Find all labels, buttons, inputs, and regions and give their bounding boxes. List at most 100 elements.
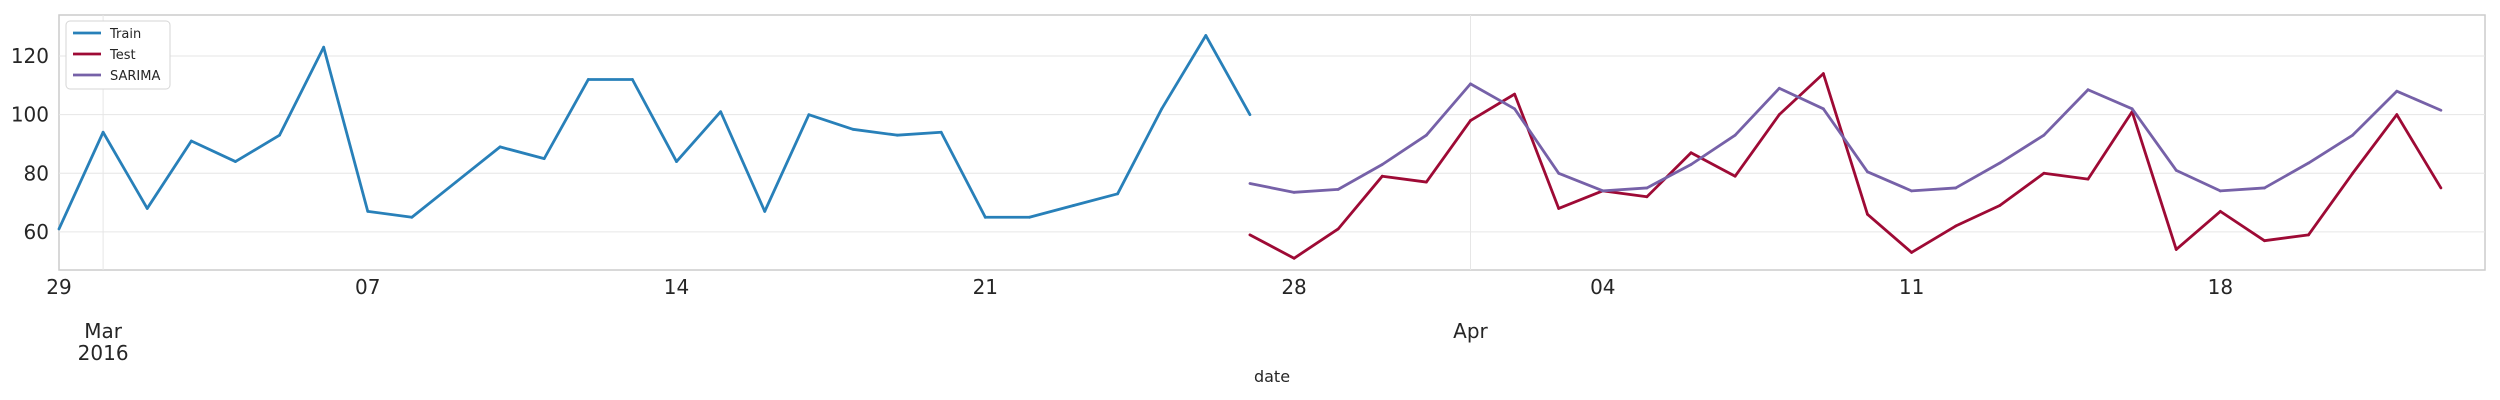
- series-0-segment-26: [1204, 34, 1252, 117]
- x-axis-label: date: [1254, 367, 1290, 386]
- x-tick-label-6: 11: [1899, 275, 1924, 299]
- legend-label-2: SARIMA: [110, 69, 160, 84]
- series-2-segment-8: [1601, 186, 1649, 193]
- series-1-segment-26: [2395, 113, 2443, 190]
- y-tick-label-1: 80: [24, 161, 49, 185]
- series-1-segment-4: [1424, 119, 1472, 184]
- series-2-segment-4: [1424, 82, 1472, 137]
- series-2-segment-16: [1954, 161, 2002, 190]
- series-1-segment-3: [1380, 174, 1428, 184]
- series-0-segment-10: [498, 145, 546, 161]
- x-tick-label-1: 07: [355, 275, 380, 299]
- series-1-segment-20: [2130, 110, 2178, 251]
- series-0-segment-17: [807, 113, 855, 131]
- series-1-segment-24: [2307, 171, 2355, 237]
- series-0-segment-15: [719, 110, 767, 213]
- series-0-segment-23: [1072, 192, 1120, 207]
- series-1-segment-22: [2218, 209, 2266, 243]
- series-0-segment-2: [145, 139, 193, 210]
- series-1-segment-7: [1557, 189, 1605, 210]
- plot-area: [58, 14, 2486, 271]
- legend: Train Test SARIMA: [65, 20, 171, 90]
- series-1-segment-6: [1513, 92, 1561, 210]
- x-month-label-0: Mar: [84, 319, 123, 343]
- series-1-segment-12: [1777, 72, 1825, 117]
- series-1-segment-16: [1954, 204, 2002, 228]
- series-0-segment-22: [1028, 204, 1075, 219]
- series-0-segment-4: [234, 133, 281, 163]
- series-1-segment-23: [2263, 233, 2310, 243]
- series-0-segment-25: [1160, 34, 1208, 111]
- x-tick-label-0: 29: [46, 275, 71, 299]
- series-2-segment-5: [1469, 82, 1516, 111]
- series-sarima: [1248, 82, 2443, 194]
- series-1-segment-25: [2351, 113, 2399, 175]
- series-2-segment-6: [1513, 107, 1561, 175]
- series-0-segment-18: [851, 127, 899, 137]
- series-2-segment-21: [2174, 168, 2222, 193]
- x-month-label-1: Apr: [1453, 319, 1488, 343]
- series-0-segment-24: [1116, 107, 1164, 196]
- x-tick-label-3: 21: [973, 275, 998, 299]
- legend-label-0: Train: [109, 27, 141, 42]
- series-0-segment-1: [101, 130, 149, 210]
- series-2-segment-9: [1645, 163, 1693, 190]
- series-0-segment-14: [675, 110, 723, 163]
- series-1-segment-19: [2086, 110, 2134, 181]
- series-0-segment-0: [57, 130, 105, 231]
- y-tick-label-0: 60: [24, 220, 49, 244]
- series-0-segment-16: [763, 113, 811, 213]
- series-1-segment-0: [1248, 233, 1296, 260]
- x-tick-label-7: 18: [2208, 275, 2233, 299]
- series-1-segment-13: [1821, 72, 1869, 216]
- series-2-segment-13: [1821, 107, 1869, 174]
- series-1-segment-1: [1292, 227, 1340, 260]
- series-0-segment-3: [189, 139, 237, 163]
- series-2-segment-12: [1777, 86, 1825, 111]
- series-1-segment-18: [2042, 171, 2090, 181]
- series-2-segment-17: [1998, 133, 2046, 165]
- series-2-segment-19: [2086, 88, 2134, 111]
- series-1-segment-11: [1733, 113, 1781, 178]
- series-2-segment-14: [1866, 170, 1913, 193]
- y-tick-label-2: 100: [11, 103, 49, 127]
- series-0-segment-5: [278, 45, 326, 137]
- series-lines: [57, 34, 2443, 260]
- series-2-segment-2: [1336, 163, 1384, 191]
- series-1-segment-17: [1998, 171, 2046, 207]
- x-tick-label-4: 28: [1281, 275, 1306, 299]
- series-2-segment-7: [1557, 171, 1605, 193]
- series-2-segment-23: [2263, 161, 2310, 190]
- series-2-segment-1: [1292, 187, 1340, 194]
- series-1-segment-10: [1689, 151, 1737, 178]
- series-1-segment-2: [1336, 174, 1384, 231]
- series-0-segment-8: [410, 180, 458, 219]
- series-1-segment-5: [1469, 92, 1516, 122]
- series-2-segment-10: [1689, 133, 1737, 166]
- series-1-segment-8: [1601, 189, 1649, 199]
- series-2-segment-25: [2351, 89, 2399, 137]
- series-1-segment-21: [2174, 209, 2222, 251]
- series-0-segment-19: [895, 130, 943, 137]
- series-2-segment-20: [2130, 107, 2178, 172]
- series-0-segment-13: [631, 78, 678, 163]
- x-tick-label-5: 04: [1590, 275, 1615, 299]
- y-tick-label-3: 120: [11, 44, 49, 68]
- legend-label-1: Test: [109, 48, 136, 63]
- y-ticks: 60 80 100 120: [11, 44, 49, 244]
- series-2-segment-22: [2218, 186, 2266, 193]
- series-2-segment-26: [2395, 89, 2443, 112]
- series-2-segment-18: [2042, 88, 2090, 137]
- legend-box: [65, 20, 171, 90]
- x-tick-label-2: 14: [664, 275, 689, 299]
- series-1-segment-15: [1910, 224, 1958, 254]
- series-0-segment-11: [542, 78, 590, 161]
- series-2-segment-24: [2307, 133, 2355, 165]
- x-year-label-0: 2016: [78, 341, 129, 365]
- series-1-segment-14: [1866, 212, 1913, 254]
- series-train: [57, 34, 1252, 231]
- series-2-segment-3: [1380, 133, 1428, 166]
- series-0-segment-20: [939, 130, 987, 219]
- series-2-segment-0: [1248, 182, 1296, 194]
